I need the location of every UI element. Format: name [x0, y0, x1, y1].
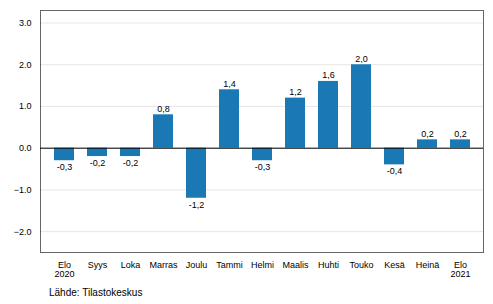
svg-text:Joulu: Joulu: [186, 260, 208, 270]
svg-text:-0,2: -0,2: [123, 158, 139, 168]
svg-text:Kesä: Kesä: [384, 260, 405, 270]
svg-text:0,2: 0,2: [454, 129, 467, 139]
svg-text:−2.0: −2.0: [14, 227, 32, 237]
svg-text:1,4: 1,4: [223, 79, 236, 89]
svg-text:-0,3: -0,3: [255, 162, 271, 172]
svg-text:Elo2020: Elo2020: [54, 260, 74, 279]
svg-text:1,2: 1,2: [289, 87, 302, 97]
svg-text:Touko: Touko: [349, 260, 373, 270]
svg-text:Marras: Marras: [149, 260, 178, 270]
svg-text:Huhti: Huhti: [318, 260, 339, 270]
svg-text:3.0: 3.0: [19, 18, 32, 28]
svg-text:2.0: 2.0: [19, 60, 32, 70]
svg-text:−1.0: −1.0: [14, 185, 32, 195]
svg-text:Elo2021: Elo2021: [450, 260, 470, 279]
svg-text:0,2: 0,2: [421, 129, 434, 139]
svg-text:Helmi: Helmi: [251, 260, 274, 270]
svg-text:1.0: 1.0: [19, 101, 32, 111]
svg-text:Heinä: Heinä: [416, 260, 440, 270]
svg-text:0,8: 0,8: [157, 104, 170, 114]
svg-text:2,0: 2,0: [355, 54, 368, 64]
svg-text:0.0: 0.0: [19, 143, 32, 153]
html-text:Lähde: Tilastokeskus: Lähde: Tilastokeskus: [49, 287, 143, 298]
svg-text:Tammi: Tammi: [216, 260, 243, 270]
svg-text:Maalis: Maalis: [282, 260, 309, 270]
svg-text:1,6: 1,6: [322, 70, 335, 80]
svg-text:Loka: Loka: [121, 260, 141, 270]
svg-text:-0,2: -0,2: [90, 158, 106, 168]
svg-text:-0,4: -0,4: [387, 166, 403, 176]
svg-text:-0,3: -0,3: [57, 162, 73, 172]
svg-text:-1,2: -1,2: [189, 200, 205, 210]
svg-text:Syys: Syys: [88, 260, 108, 270]
